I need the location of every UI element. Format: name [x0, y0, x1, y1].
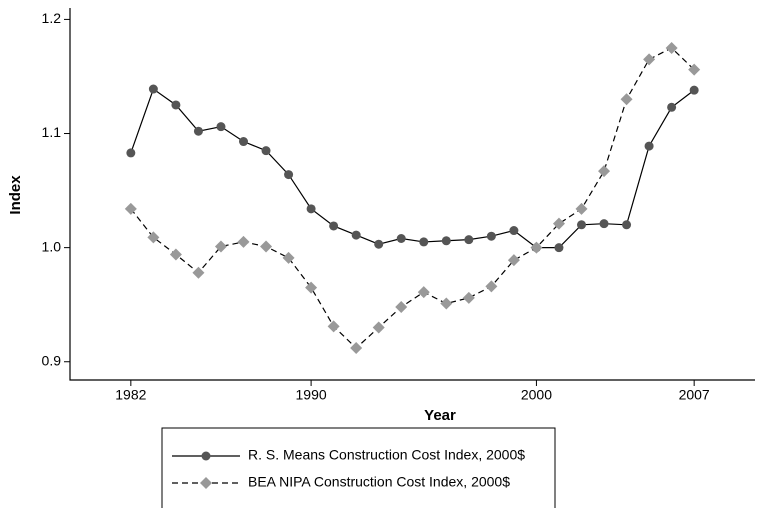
point: [620, 93, 633, 106]
point: [147, 231, 160, 244]
x-tick-label: 1982: [115, 387, 146, 403]
point: [419, 237, 429, 247]
point: [689, 85, 699, 95]
point: [239, 137, 249, 147]
x-tick-label: 2007: [679, 387, 710, 403]
y-axis-label: Index: [7, 175, 24, 215]
point: [237, 235, 250, 248]
point: [667, 102, 677, 112]
y-tick-label: 0.9: [42, 352, 62, 368]
point: [644, 141, 654, 151]
point: [260, 240, 273, 253]
axes: [69, 8, 755, 381]
point: [507, 254, 520, 267]
legend-label: R. S. Means Construction Cost Index, 200…: [248, 447, 525, 463]
point: [261, 146, 271, 156]
x-tick-label: 1990: [296, 387, 327, 403]
point: [351, 230, 361, 240]
point: [282, 251, 295, 264]
point: [599, 219, 609, 229]
point: [598, 165, 611, 178]
x-axis-label: Year: [424, 407, 456, 424]
point: [306, 204, 316, 214]
point: [576, 220, 586, 230]
point: [622, 220, 632, 230]
point: [214, 240, 227, 253]
point: [417, 286, 430, 299]
point: [350, 342, 363, 355]
point: [464, 235, 474, 245]
point: [688, 63, 701, 76]
point: [395, 300, 408, 313]
point: [327, 320, 340, 333]
point: [192, 266, 205, 279]
point: [440, 297, 453, 310]
point: [554, 243, 564, 253]
point: [575, 202, 588, 215]
point: [486, 231, 496, 241]
point: [124, 202, 137, 215]
point: [216, 122, 226, 132]
series-line: [130, 88, 695, 249]
point: [305, 281, 318, 294]
point: [441, 236, 451, 246]
point: [169, 248, 182, 261]
legend-label: BEA NIPA Construction Cost Index, 2000$: [248, 474, 510, 490]
series-line: [130, 47, 695, 349]
point: [552, 217, 565, 230]
legend-box: [161, 427, 556, 508]
y-tick-label: 1.0: [42, 238, 62, 254]
point: [193, 126, 203, 136]
legend-marker: [200, 477, 212, 489]
x-tick-label: 2000: [521, 387, 552, 403]
point: [530, 241, 543, 254]
y-tick-label: 1.1: [42, 124, 62, 140]
point: [665, 41, 678, 54]
point: [171, 100, 181, 110]
point: [374, 239, 384, 249]
point: [643, 53, 656, 66]
y-tick-label: 1.2: [42, 10, 62, 26]
point: [148, 84, 158, 94]
point: [372, 321, 385, 334]
point: [462, 291, 475, 304]
point: [284, 170, 294, 180]
point: [126, 148, 136, 158]
point: [509, 226, 519, 236]
point: [396, 234, 406, 244]
legend-marker: [201, 451, 211, 461]
point: [485, 280, 498, 293]
point: [329, 221, 339, 231]
